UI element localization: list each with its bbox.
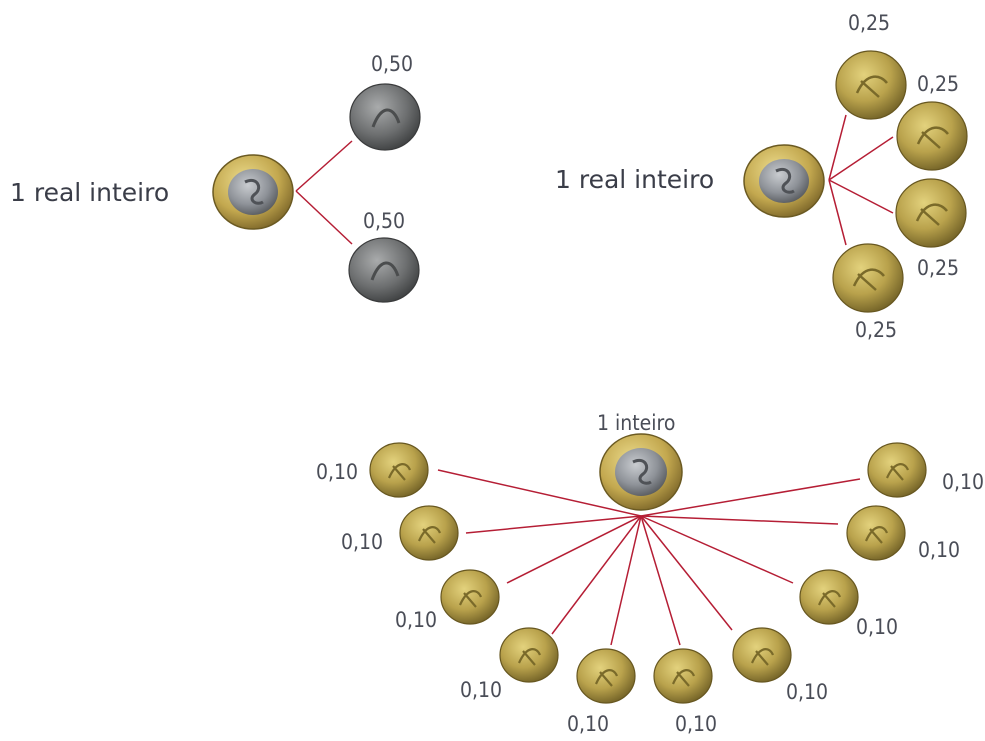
part-label: 0,50 (371, 52, 413, 76)
whole-label: 1 inteiro (597, 411, 675, 435)
part-label: 0,10 (942, 470, 984, 494)
link-line (640, 515, 839, 525)
gold-10-centavos-coin (799, 569, 859, 625)
bimetal-1-real-coin (599, 433, 683, 511)
gold-10-centavos-coin (653, 648, 713, 704)
link-line (610, 515, 642, 646)
gold-10-centavos-coin (499, 627, 559, 683)
gold-10-centavos-coin (732, 627, 792, 683)
link-line (828, 179, 894, 214)
panel-tenths: 1 inteiro 0,10 0,10 0,10 0,10 0,10 0,10 … (316, 411, 984, 736)
part-label: 0,10 (395, 608, 437, 632)
gold-25-centavos-coin (896, 101, 968, 171)
link-line (295, 140, 353, 192)
gold-10-centavos-coin (440, 569, 500, 625)
whole-label: 1 real inteiro (555, 165, 714, 194)
part-label: 0,10 (856, 615, 898, 639)
link-line (828, 136, 894, 181)
link-line (828, 179, 847, 246)
link-line (640, 515, 733, 631)
panel-quarters: 1 real inteiro 0,25 0,25 0,25 0, (555, 11, 968, 342)
gold-10-centavos-coin (846, 505, 906, 561)
part-label: 0,10 (567, 712, 609, 736)
bimetal-1-real-coin (212, 154, 294, 230)
gold-25-centavos-coin (835, 50, 907, 120)
gold-10-centavos-coin (867, 442, 927, 498)
panel-halves: 1 real inteiro 0,50 0,50 (10, 52, 421, 303)
part-label: 0,25 (917, 256, 959, 280)
part-label: 0,25 (917, 72, 959, 96)
link-lines (437, 469, 861, 646)
link-line (437, 469, 642, 517)
part-coins (369, 442, 927, 704)
part-label: 0,50 (363, 209, 405, 233)
link-line (640, 515, 794, 584)
link-line (640, 515, 681, 646)
link-line (465, 515, 642, 534)
part-label: 0,10 (786, 680, 828, 704)
link-line (640, 478, 861, 517)
part-label: 0,10 (316, 460, 358, 484)
silver-50-centavos-coin (348, 237, 420, 303)
silver-50-centavos-coin (349, 83, 421, 151)
gold-10-centavos-coin (399, 505, 459, 561)
gold-25-centavos-coin (832, 243, 904, 313)
gold-10-centavos-coin (576, 648, 636, 704)
link-line (295, 190, 353, 245)
whole-label: 1 real inteiro (10, 178, 169, 207)
link-line (828, 114, 847, 181)
part-label: 0,25 (855, 318, 897, 342)
gold-10-centavos-coin (369, 442, 429, 498)
bimetal-1-real-coin (743, 144, 825, 218)
gold-25-centavos-coin (895, 178, 967, 248)
link-line (551, 515, 642, 635)
part-label: 0,25 (848, 11, 890, 35)
part-label: 0,10 (918, 538, 960, 562)
link-line (506, 515, 642, 584)
part-label: 0,10 (460, 678, 502, 702)
part-label: 0,10 (341, 530, 383, 554)
part-label: 0,10 (675, 712, 717, 736)
